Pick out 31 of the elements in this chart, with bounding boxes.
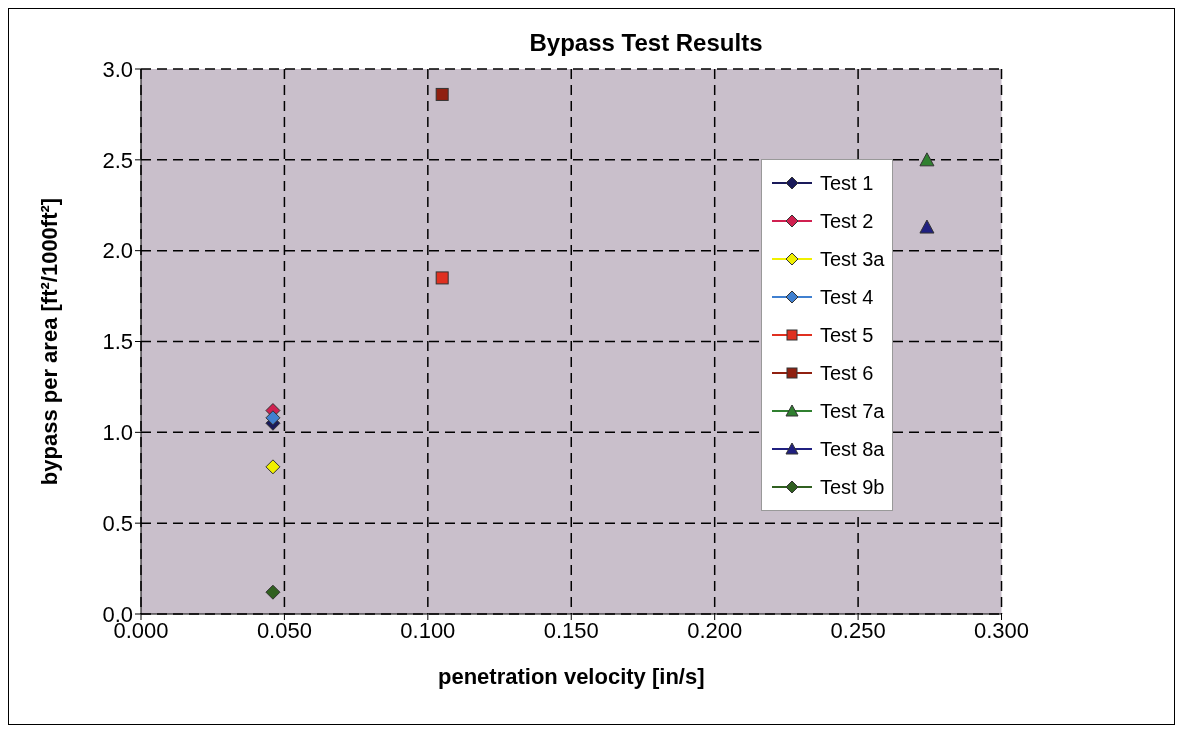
legend-label: Test 6 — [820, 361, 874, 385]
point — [265, 459, 281, 475]
x-tick-label: 0.050 — [256, 617, 312, 643]
x-tick-label: 0.200 — [687, 617, 743, 643]
point — [435, 87, 449, 101]
legend-label: Test 9b — [820, 475, 885, 499]
y-tick-label: 1.0 — [102, 420, 133, 446]
chart-title: Bypass Test Results — [529, 29, 763, 56]
y-tick-label: 2.0 — [102, 238, 133, 264]
y-tick-label: 0.5 — [102, 510, 133, 536]
legend-label: Test 1 — [820, 171, 874, 195]
x-tick-label: 0.150 — [543, 617, 599, 643]
y-tick-label: 2.5 — [102, 147, 133, 173]
y-tick-label: 3.0 — [102, 56, 133, 82]
x-axis-title: penetration velocity [in/s] — [438, 664, 705, 689]
legend-label: Test 7a — [820, 399, 885, 423]
x-tick-label: 0.250 — [830, 617, 886, 643]
point — [919, 219, 935, 234]
legend-label: Test 5 — [820, 323, 874, 347]
point — [265, 410, 281, 426]
point — [919, 152, 935, 167]
point — [265, 584, 281, 600]
y-axis-title: bypass per area [ft²/1000ft²] — [36, 197, 62, 486]
x-tick-label: 0.300 — [973, 617, 1030, 643]
legend-label: Test 3a — [820, 247, 885, 271]
x-tick-label: 0.100 — [400, 617, 456, 643]
legend-label: Test 8a — [820, 437, 885, 461]
legend-label: Test 4 — [820, 285, 874, 309]
point — [435, 271, 449, 285]
legend-label: Test 2 — [820, 209, 874, 233]
y-tick-label: 1.5 — [102, 329, 133, 355]
